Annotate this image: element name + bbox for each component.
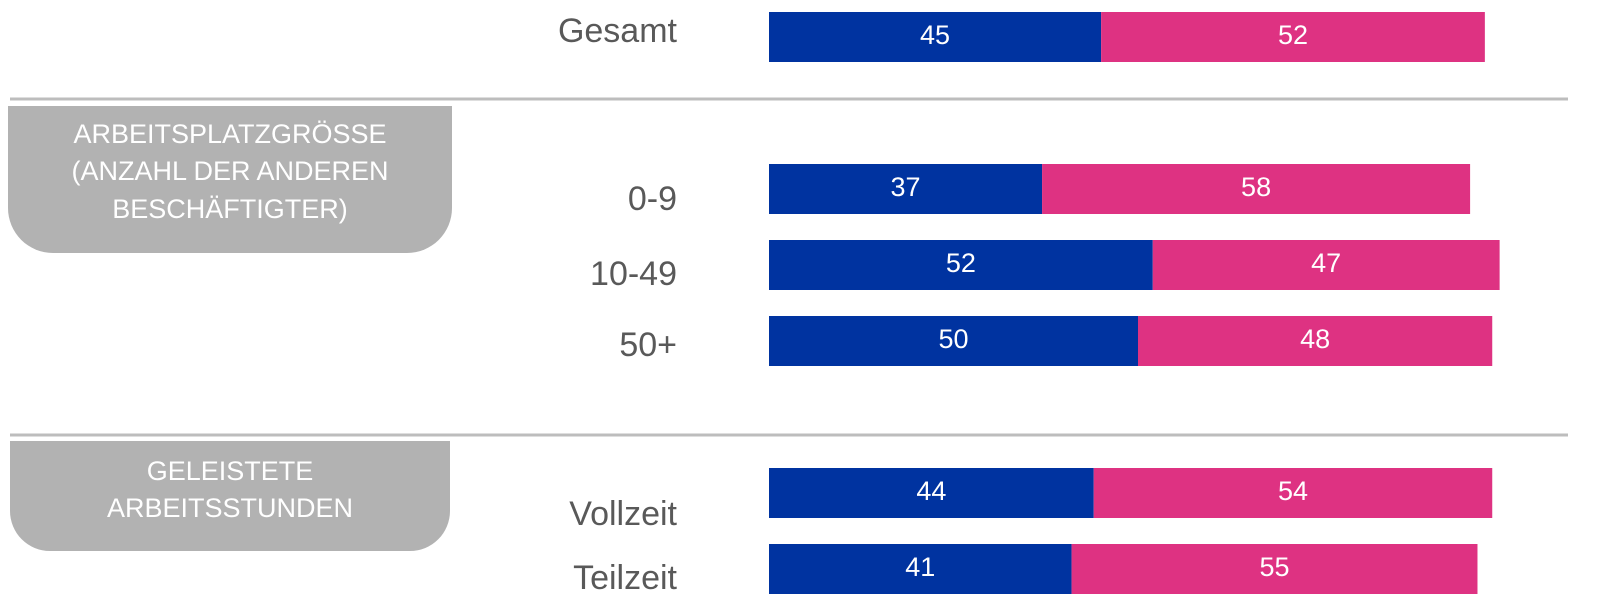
value-label: 52 [946,248,976,278]
bar-segment [769,164,1043,214]
bar-segment [1093,468,1493,518]
value-label: 52 [1278,20,1308,50]
value-label: 58 [1241,172,1271,202]
group-label: ARBEITSSTUNDEN [107,493,353,523]
value-label: 48 [1300,324,1330,354]
category-label: Teilzeit [573,559,677,597]
value-label: 37 [891,172,921,202]
bar-segment [769,544,1072,594]
group-label: ARBEITSPLATZGRÖSSE [73,119,386,149]
bar-segment [1152,240,1500,290]
bar-segment [769,240,1153,290]
bar-segment [1138,316,1493,366]
value-label: 50 [938,324,968,354]
bar-segment [769,468,1094,518]
bar-segment [769,12,1102,62]
value-label: 54 [1278,476,1308,506]
group-label: BESCHÄFTIGTER) [112,194,348,224]
value-label: 47 [1311,248,1341,278]
group-box [8,106,452,253]
group-label: (ANZAHL DER ANDEREN [71,156,388,186]
bar-segment [769,316,1138,366]
group-box [10,441,450,551]
category-label: 0-9 [628,180,677,218]
bar-segment [1042,164,1471,214]
value-label: 41 [905,552,935,582]
category-label: Gesamt [558,12,678,50]
bar-segment [1071,544,1478,594]
value-label: 55 [1260,552,1290,582]
category-label: 10-49 [590,255,677,293]
bar-segment [1101,12,1485,62]
group-label: GELEISTETE [147,456,314,486]
value-label: 45 [920,20,950,50]
value-label: 44 [916,476,946,506]
category-label: 50+ [619,326,677,364]
category-label: Vollzeit [569,495,677,533]
